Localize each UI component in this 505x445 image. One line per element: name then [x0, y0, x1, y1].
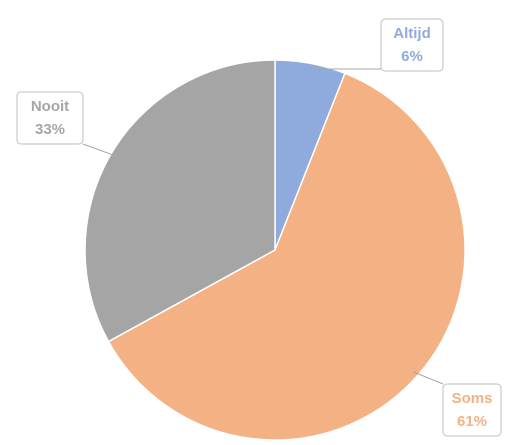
pie-slice	[84, 59, 276, 343]
label-value: 6%	[401, 48, 423, 65]
label-category: Altijd	[393, 25, 431, 42]
label-category: Soms	[452, 390, 493, 407]
label-value: 33%	[35, 121, 65, 138]
label-box	[380, 18, 444, 72]
pie-slice	[107, 72, 466, 441]
label-category: Nooit	[31, 98, 69, 115]
leader-line	[413, 371, 444, 385]
label-box	[16, 91, 84, 145]
label-value: 61%	[457, 413, 487, 430]
leader-line	[82, 143, 117, 157]
label-box	[442, 383, 502, 437]
